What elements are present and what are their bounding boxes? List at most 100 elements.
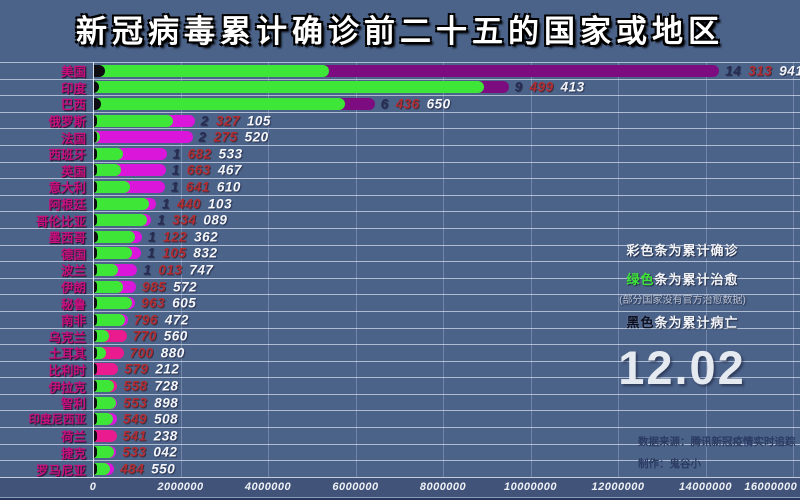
country-row: 印度尼西亚 549 508 xyxy=(0,410,800,427)
gridline xyxy=(180,62,182,477)
row-plot: 1 663 467 xyxy=(93,162,793,178)
country-row: 伊拉克 558 728 xyxy=(0,377,800,395)
value-group: 362 xyxy=(194,229,219,245)
recovered-bar xyxy=(93,147,124,160)
value-group: 1 xyxy=(148,229,157,245)
deaths-bar xyxy=(93,131,97,144)
gridline xyxy=(705,62,707,477)
confirmed-value: 541 238 xyxy=(123,428,178,443)
deaths-bar xyxy=(93,197,97,210)
country-label: 意大利 xyxy=(48,181,86,196)
country-row: 印度 9 499 413 xyxy=(0,78,800,96)
country-label: 阿根廷 xyxy=(48,198,86,213)
country-label: 比利时 xyxy=(48,363,86,378)
row-plot: 2 275 520 xyxy=(93,130,793,145)
row-plot: 770 560 xyxy=(93,328,793,344)
value-group: 212 xyxy=(155,361,180,377)
value-group: 440 xyxy=(177,196,202,212)
value-group: 520 xyxy=(244,129,269,145)
value-group: 549 xyxy=(123,411,148,427)
deaths-bar xyxy=(93,429,97,442)
recovered-bar xyxy=(93,446,114,459)
legend-confirmed-line: 彩色条为累计确诊 xyxy=(626,243,739,258)
row-plot: 9 499 413 xyxy=(93,80,793,95)
country-row: 哥伦比亚 1 334 089 xyxy=(0,211,800,229)
row-plot: 533 042 xyxy=(93,444,793,460)
value-group: 9 xyxy=(514,79,523,95)
deaths-bar xyxy=(93,64,106,77)
country-label: 秘鲁 xyxy=(60,297,86,312)
deaths-bar xyxy=(93,346,97,359)
recovered-bar xyxy=(93,280,124,293)
value-group: 2 xyxy=(200,113,209,129)
value-group: 238 xyxy=(153,428,178,444)
country-label: 美国 xyxy=(60,65,86,80)
legend-green-word: 绿色 xyxy=(626,272,655,287)
recovered-bar xyxy=(93,97,345,110)
value-group: 770 xyxy=(132,328,157,344)
country-label: 法国 xyxy=(60,131,86,146)
x-axis-bottom-edge xyxy=(0,498,800,500)
y-axis-spine xyxy=(93,62,94,477)
recovered-bar xyxy=(93,64,330,77)
row-plot: 553 898 xyxy=(93,395,793,410)
value-group: 1 xyxy=(171,162,180,178)
value-group: 436 xyxy=(395,96,420,112)
country-row: 德国 1 105 832 xyxy=(0,244,800,262)
value-group: 610 xyxy=(216,179,241,195)
country-row: 比利时 579 212 xyxy=(0,360,800,378)
value-group: 089 xyxy=(203,212,228,228)
deaths-bar xyxy=(93,81,100,94)
row-plot: 1 641 610 xyxy=(93,179,793,195)
deaths-bar xyxy=(93,247,97,260)
value-group: 042 xyxy=(153,444,178,460)
confirmed-value: 2 275 520 xyxy=(199,130,269,145)
confirmed-value: 700 880 xyxy=(130,345,185,360)
x-axis-tick: 10000000 xyxy=(504,481,557,493)
row-plot: 1 682 533 xyxy=(93,146,793,161)
value-group: 2 xyxy=(198,129,207,145)
country-label: 英国 xyxy=(60,164,86,179)
row-plot: 558 728 xyxy=(93,379,793,394)
confirmed-value: 9 499 413 xyxy=(515,80,585,95)
legend-deaths-text: 条为累计病亡 xyxy=(654,315,739,330)
value-group: 550 xyxy=(151,461,176,477)
recovered-bar xyxy=(93,263,119,276)
value-group: 105 xyxy=(246,113,271,129)
row-plot: 14 313 941 xyxy=(93,63,800,79)
value-group: 1 xyxy=(170,179,179,195)
deaths-bar xyxy=(93,230,98,243)
confirmed-value: 558 728 xyxy=(123,379,178,394)
legend-deaths-line: 黑色条为累计病亡 xyxy=(575,312,790,331)
deaths-bar xyxy=(93,313,97,326)
value-group: 880 xyxy=(160,345,185,361)
gridline xyxy=(355,62,357,477)
country-label: 印度 xyxy=(60,81,86,96)
value-group: 313 xyxy=(748,63,773,79)
confirmed-value: 579 212 xyxy=(124,362,179,377)
recovered-bar xyxy=(93,247,133,260)
row-plot: 1 440 103 xyxy=(93,196,793,212)
value-group: 103 xyxy=(208,196,233,212)
value-group: 963 xyxy=(141,295,166,311)
value-group: 499 xyxy=(529,79,554,95)
value-group: 728 xyxy=(154,378,179,394)
row-plot: 796 472 xyxy=(93,312,793,327)
confirmed-value: 484 550 xyxy=(120,462,175,477)
country-row: 俄罗斯 2 327 105 xyxy=(0,111,800,129)
gridline xyxy=(530,62,532,477)
recovered-bar xyxy=(93,463,110,476)
value-group: 650 xyxy=(426,96,451,112)
country-label: 德国 xyxy=(60,247,86,262)
credits-block: 数据来源：腾讯新冠疫情实时追踪 制作：鬼谷小 xyxy=(638,431,796,475)
confirmed-value: 549 508 xyxy=(123,412,178,427)
recovered-bar xyxy=(93,114,174,127)
country-row: 伊朗 985 572 xyxy=(0,277,800,295)
country-label: 哥伦比亚 xyxy=(35,214,86,229)
value-group: 508 xyxy=(154,411,179,427)
value-group: 747 xyxy=(189,262,214,278)
recovered-bar xyxy=(93,230,135,243)
country-label: 智利 xyxy=(60,397,86,412)
country-label: 南非 xyxy=(60,314,86,329)
value-group: 700 xyxy=(129,345,154,361)
